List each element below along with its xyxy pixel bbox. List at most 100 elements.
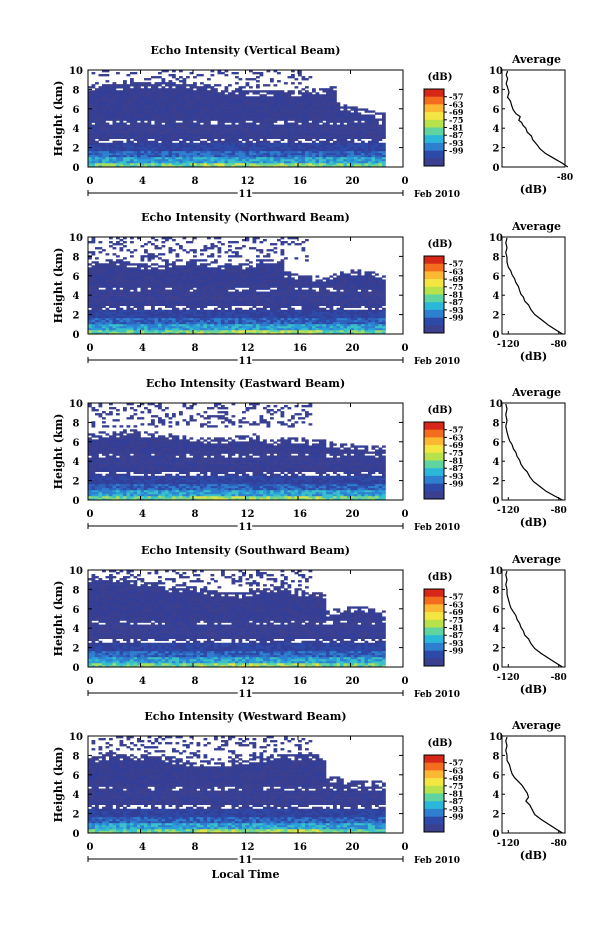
- heatmap-cell: [217, 295, 222, 298]
- heatmap-cell: [231, 291, 236, 294]
- heatmap-cell: [375, 140, 379, 144]
- heatmap-cell: [172, 164, 176, 168]
- heatmap-cell: [196, 152, 201, 156]
- heatmap-cell: [175, 243, 180, 246]
- heatmap-cell: [105, 116, 110, 119]
- heatmap-cell: [301, 130, 306, 133]
- heatmap-cell: [200, 321, 204, 325]
- heatmap-cell: [130, 237, 134, 240]
- heatmap-cell: [193, 84, 197, 87]
- heatmap-cell: [242, 134, 246, 137]
- heatmap-cell: [312, 90, 316, 93]
- heatmap-cell: [245, 84, 250, 87]
- heatmap-cell: [102, 160, 106, 164]
- heatmap-cell: [182, 267, 187, 270]
- heatmap-cell: [242, 299, 246, 302]
- heatmap-cell: [133, 323, 138, 327]
- heatmap-cell: [119, 110, 124, 113]
- heatmap-cell: [140, 90, 145, 93]
- heatmap-cell: [182, 84, 187, 87]
- heatmap-cell: [280, 114, 285, 117]
- heatmap-cell: [182, 164, 187, 168]
- heatmap-cell: [193, 301, 197, 304]
- heatmap-cell: [88, 289, 92, 292]
- heatmap-cell: [301, 112, 306, 115]
- heatmap-cell: [123, 116, 127, 119]
- heatmap-cell: [340, 162, 344, 166]
- heatmap-cell: [224, 299, 229, 302]
- heatmap-cell: [105, 269, 110, 272]
- heatmap-cell: [210, 98, 215, 101]
- heatmap-cell: [186, 142, 190, 146]
- heatmap-cell: [147, 295, 152, 298]
- heatmap-cell: [224, 146, 229, 150]
- heatmap-cell: [322, 164, 327, 168]
- heatmap-cell: [245, 140, 250, 144]
- heatmap-cell: [133, 106, 138, 109]
- heatmap-cell: [336, 142, 341, 146]
- heatmap-cell: [112, 319, 117, 323]
- heatmap-cell: [291, 146, 295, 150]
- heatmap-cell: [322, 116, 327, 119]
- heatmap-cell: [147, 327, 152, 331]
- heatmap-cell: [228, 271, 232, 274]
- heatmap-cell: [270, 98, 274, 101]
- heatmap-cell: [168, 92, 173, 95]
- heatmap-cell: [105, 323, 110, 327]
- heatmap-cell: [130, 321, 134, 325]
- heatmap-cell: [200, 148, 204, 152]
- heatmap-cell: [119, 124, 124, 127]
- heatmap-cell: [112, 128, 117, 131]
- heatmap-cell: [249, 323, 253, 327]
- heatmap-cell: [336, 128, 341, 131]
- heatmap-cell: [91, 315, 96, 319]
- heatmap-cell: [242, 106, 246, 109]
- heatmap-cell: [140, 319, 145, 323]
- heatmap-cell: [329, 132, 334, 135]
- heatmap-cell: [126, 108, 131, 111]
- heatmap-cell: [224, 315, 229, 319]
- heatmap-cell: [137, 82, 141, 85]
- heatmap-cell: [91, 277, 96, 280]
- heatmap-cell: [252, 128, 257, 131]
- heatmap-cell: [305, 152, 309, 156]
- heatmap-cell: [119, 94, 124, 97]
- heatmap-cell: [189, 277, 194, 280]
- heatmap-cell: [203, 283, 208, 286]
- heatmap-cell: [214, 261, 218, 264]
- heatmap-cell: [210, 162, 215, 166]
- heatmap-cell: [224, 162, 229, 166]
- heatmap-cell: [200, 124, 204, 127]
- heatmap-cell: [277, 164, 281, 168]
- heatmap-cell: [154, 154, 159, 158]
- heatmap-cell: [126, 331, 131, 335]
- heatmap-cell: [126, 126, 131, 129]
- heatmap-cell: [298, 152, 302, 156]
- heatmap-cell: [158, 160, 162, 164]
- heatmap-cell: [182, 118, 187, 121]
- heatmap-cell: [112, 156, 117, 160]
- heatmap-cell: [217, 164, 222, 168]
- heatmap-cell: [287, 130, 292, 133]
- heatmap-cell: [245, 311, 250, 315]
- heatmap-cell: [203, 281, 208, 284]
- heatmap-cell: [291, 122, 295, 125]
- heatmap-cell: [196, 315, 201, 319]
- heatmap-cell: [340, 150, 344, 154]
- heatmap-cell: [112, 271, 117, 274]
- heatmap-cell: [224, 251, 229, 254]
- heatmap-cell: [361, 134, 365, 137]
- heatmap-cell: [249, 104, 253, 107]
- heatmap-cell: [333, 146, 337, 150]
- heatmap-cell: [133, 88, 138, 91]
- heatmap-cell: [137, 162, 141, 166]
- heatmap-cell: [147, 150, 152, 154]
- heatmap-cell: [95, 275, 99, 278]
- heatmap-cell: [312, 140, 316, 144]
- heatmap-cell: [154, 152, 159, 156]
- heatmap-cell: [357, 156, 362, 160]
- heatmap-cell: [158, 275, 162, 278]
- heatmap-cell: [151, 299, 155, 302]
- heatmap-cell: [98, 305, 103, 309]
- heatmap-cell: [361, 126, 365, 129]
